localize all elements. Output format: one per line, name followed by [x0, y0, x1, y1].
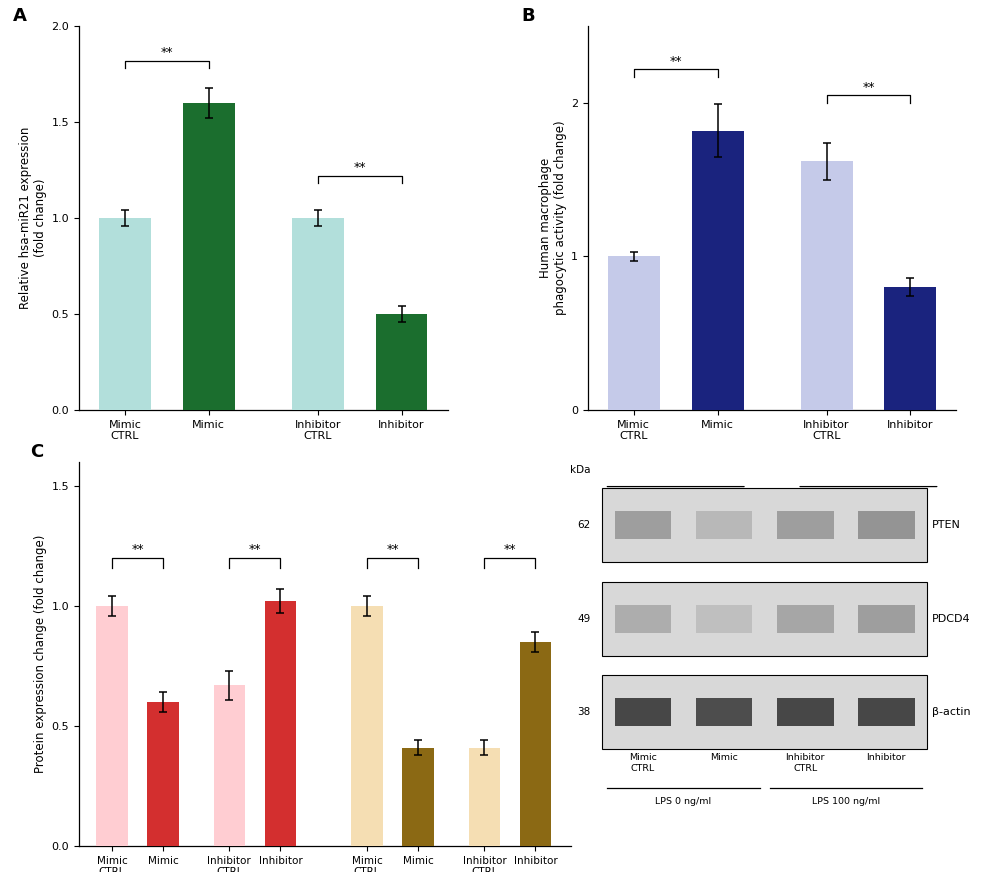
- Bar: [801, 161, 853, 410]
- Bar: [376, 314, 428, 410]
- Bar: [468, 747, 500, 846]
- Text: kDa: kDa: [570, 466, 591, 475]
- Text: **: **: [669, 55, 682, 68]
- Bar: [182, 103, 235, 410]
- Text: Mimic
CTRL: Mimic CTRL: [629, 753, 657, 773]
- Bar: [292, 218, 344, 410]
- Text: Mimic: Mimic: [710, 753, 738, 762]
- Bar: [99, 218, 151, 410]
- Text: A: A: [13, 7, 27, 25]
- Text: PDCD4: PDCD4: [932, 614, 970, 623]
- Bar: [264, 602, 296, 846]
- Y-axis label: Relative hsa-miR21 expression
(fold change): Relative hsa-miR21 expression (fold chan…: [20, 126, 47, 310]
- Text: **: **: [862, 81, 875, 93]
- Text: 38: 38: [578, 707, 591, 717]
- Text: **: **: [161, 45, 174, 58]
- Bar: [97, 606, 128, 846]
- Bar: [147, 702, 178, 846]
- Text: **: **: [504, 542, 517, 555]
- Bar: [691, 131, 743, 410]
- Y-axis label: Human macrophage
phagocytic activity (fold change): Human macrophage phagocytic activity (fo…: [538, 120, 567, 316]
- Text: LPS 100 ng/ml: LPS 100 ng/ml: [828, 509, 908, 520]
- Bar: [214, 685, 246, 846]
- Text: 62: 62: [578, 521, 591, 530]
- Text: **: **: [353, 160, 366, 174]
- Bar: [607, 256, 660, 410]
- Text: β-actin: β-actin: [932, 707, 970, 717]
- Bar: [884, 287, 937, 410]
- Text: LPS 0 ng/ml: LPS 0 ng/ml: [643, 509, 709, 520]
- Text: 49: 49: [578, 614, 591, 623]
- Text: LPS 100 ng/ml: LPS 100 ng/ml: [811, 797, 880, 806]
- Y-axis label: Protein expression change (fold change): Protein expression change (fold change): [35, 535, 47, 773]
- Text: **: **: [131, 542, 144, 555]
- Bar: [351, 606, 383, 846]
- Text: PTEN: PTEN: [932, 521, 960, 530]
- Text: **: **: [248, 542, 261, 555]
- Bar: [402, 747, 434, 846]
- Text: C: C: [30, 443, 43, 461]
- Text: B: B: [522, 7, 535, 25]
- Text: **: **: [387, 542, 399, 555]
- Text: LPS 0 ng/ml: LPS 0 ng/ml: [656, 797, 712, 806]
- Bar: [520, 642, 551, 846]
- Text: Inhibitor: Inhibitor: [867, 753, 906, 762]
- Text: Inhibitor
CTRL: Inhibitor CTRL: [786, 753, 825, 773]
